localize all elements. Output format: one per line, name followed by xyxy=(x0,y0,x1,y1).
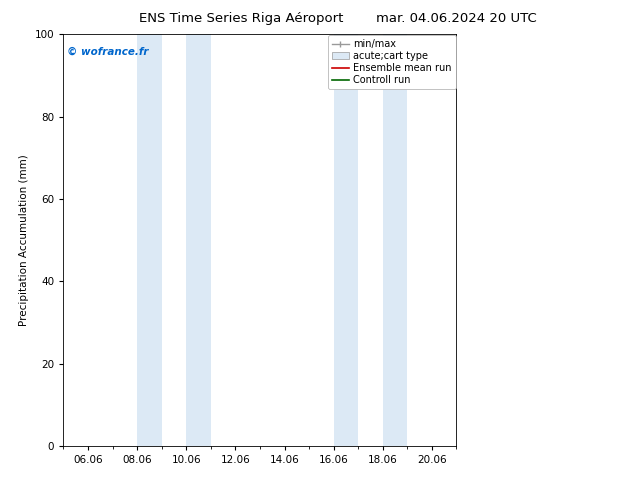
Legend: min/max, acute;cart type, Ensemble mean run, Controll run: min/max, acute;cart type, Ensemble mean … xyxy=(328,35,455,89)
Text: © wofrance.fr: © wofrance.fr xyxy=(67,47,149,57)
Text: ENS Time Series Riga Aéroport: ENS Time Series Riga Aéroport xyxy=(139,12,343,25)
Y-axis label: Precipitation Accumulation (mm): Precipitation Accumulation (mm) xyxy=(19,154,29,326)
Bar xyxy=(383,34,407,446)
Bar xyxy=(333,34,358,446)
Bar xyxy=(137,34,162,446)
Bar xyxy=(186,34,210,446)
Text: mar. 04.06.2024 20 UTC: mar. 04.06.2024 20 UTC xyxy=(376,12,537,25)
